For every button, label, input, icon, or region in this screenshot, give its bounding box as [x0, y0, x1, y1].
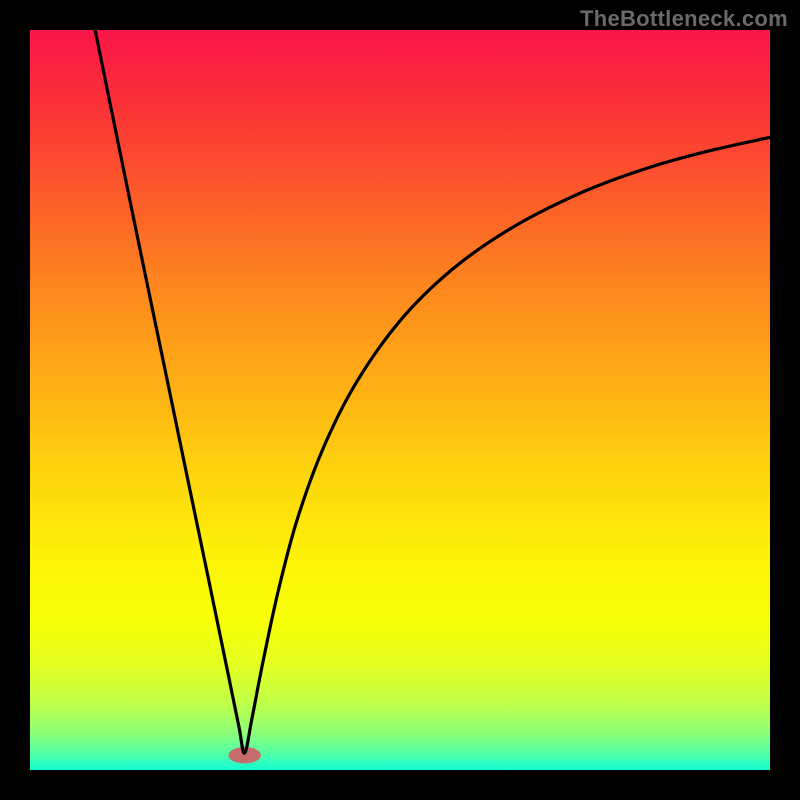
gradient-background [30, 30, 770, 770]
watermark-text: TheBottleneck.com [580, 6, 788, 32]
chart-container: TheBottleneck.com [0, 0, 800, 800]
plot-area [30, 30, 770, 770]
bottleneck-chart [30, 30, 770, 770]
